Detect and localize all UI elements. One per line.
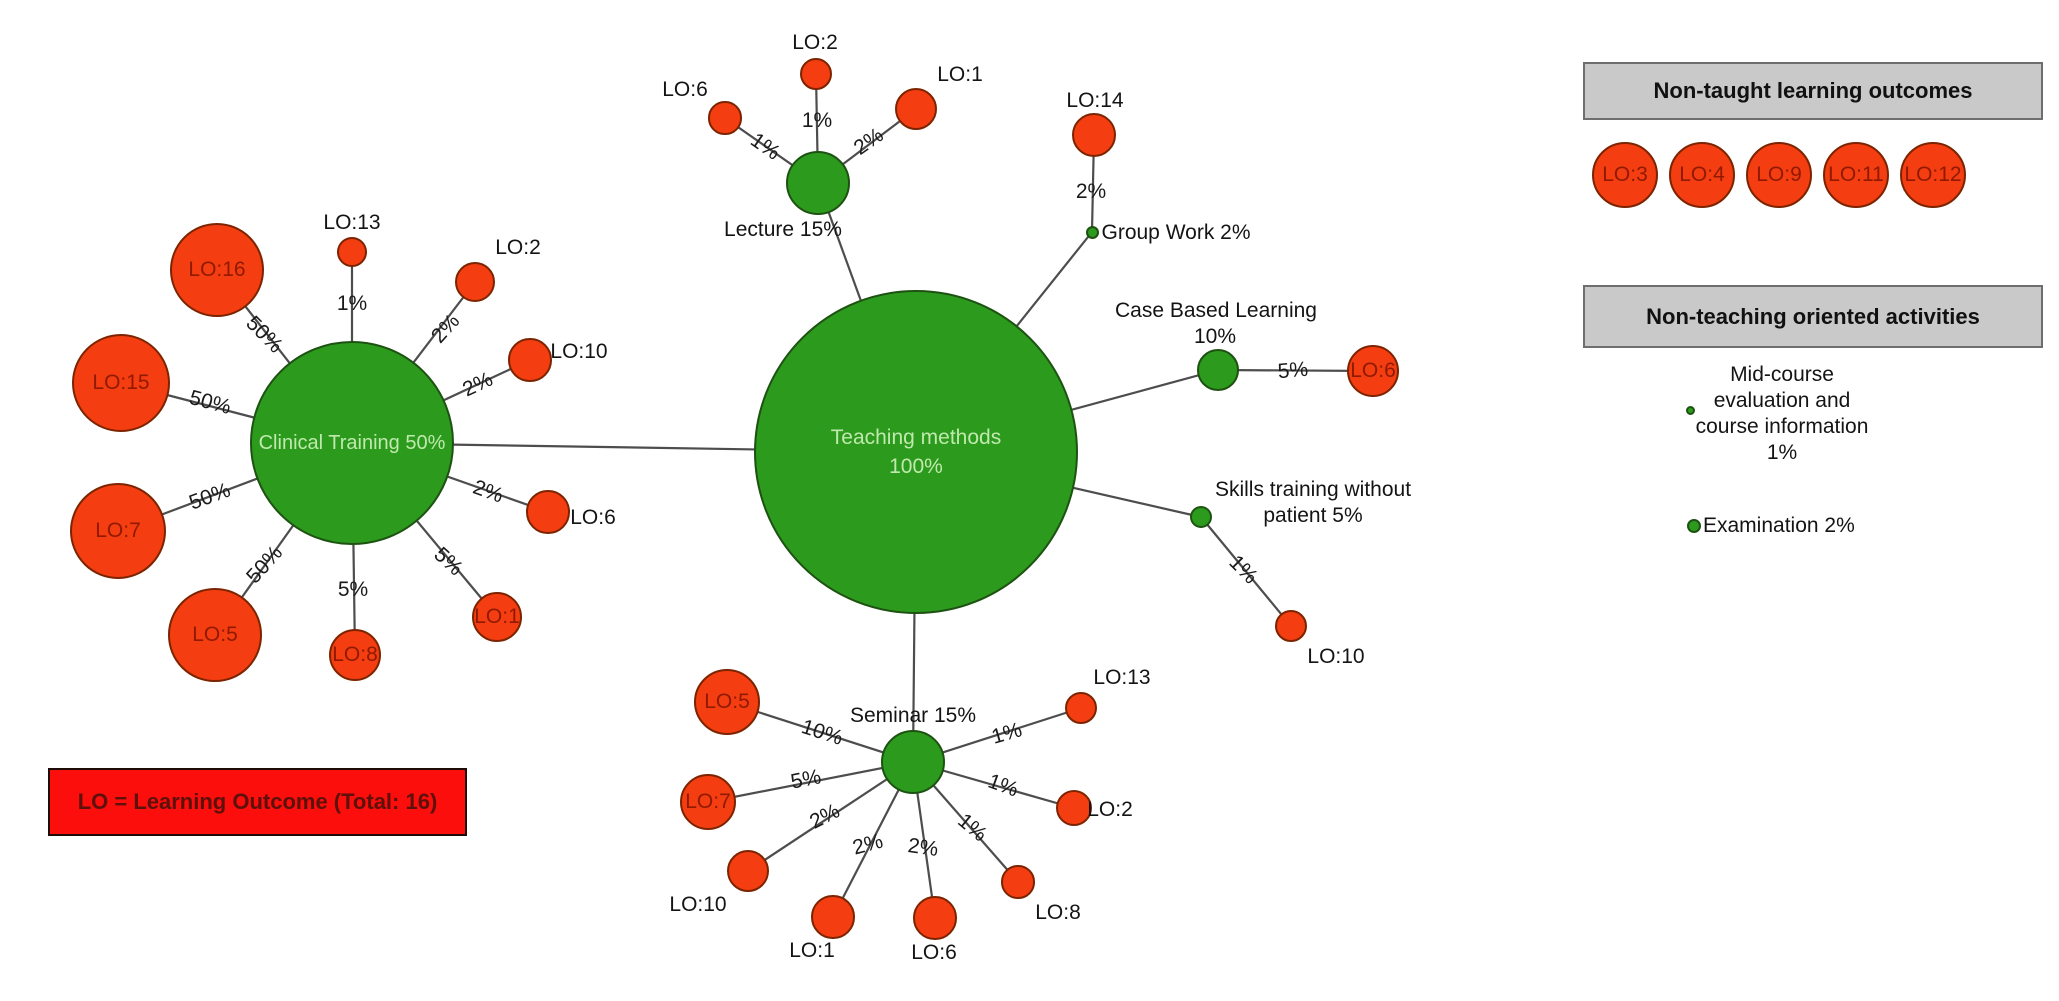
lecture-lo1-node [895,88,937,130]
clinical-lo1-node: LO:1 [472,592,522,642]
clinical-lo16-node: LO:16 [170,223,264,317]
clinical-lo5-node: LO:5 [168,588,262,682]
non-taught-legend-header: Non-taught learning outcomes [1583,62,2043,120]
groupwork-lo14-node [1072,113,1116,157]
teaching-methods-label: Teaching methods 100% [830,426,1002,478]
edge-seminar--seminar-lo10 [747,761,914,872]
clinical-lo1-label: LO:1 [474,605,520,628]
label-lo-10: LO:10 [550,340,608,363]
clinical-lo15-node: LO:15 [72,334,170,432]
label-group-work-2: Group Work 2% [1101,221,1251,244]
label-lo-14: LO:14 [1066,89,1124,112]
skills-training-node [1190,506,1212,528]
label-lo-8: LO:8 [1035,901,1081,924]
seminar-lo7-label: LO:7 [685,790,731,813]
clinical-lo6-node [526,490,570,534]
seminar-lo10-node [727,850,769,892]
label-lo-13: LO:13 [1093,666,1151,689]
seminar-lo7-node: LO:7 [680,774,736,830]
clinical-lo5-label: LO:5 [192,622,238,646]
clinical-training-node: Clinical Training 50% [250,341,454,545]
lecture-lo6-node [708,101,742,135]
footnote-box: LO = Learning Outcome (Total: 16) [48,768,467,836]
label-lo-6: LO:6 [662,78,708,101]
label-patient-5: patient 5% [1263,504,1363,527]
seminar-lo6-node [913,896,957,940]
edge-label-4-5: 5% [1276,357,1310,384]
label-lo-1: LO:1 [937,63,983,86]
lecture-lo2-node [800,58,832,90]
seminar-lo5-node: LO:5 [694,669,760,735]
clinical-lo10-node [508,338,552,382]
label-lo-10: LO:10 [669,893,727,916]
seminar-lo1-node [811,895,855,939]
seminar-lo8-node [1001,865,1035,899]
legend-outcome-lo3: LO:3 [1592,142,1658,208]
clinical-lo13-node [337,237,367,267]
mid-course-dot [1686,406,1695,415]
non-taught-outcomes-row: LO:3 LO:4 LO:9 LO:11 LO:12 [1592,142,1966,208]
skills-lo10-node [1275,610,1307,642]
label-lo-10: LO:10 [1307,645,1365,668]
label-lo-6: LO:6 [570,506,616,529]
seminar-lo2-node [1056,790,1092,826]
lecture-node [786,151,850,215]
edge-skills-training--skills-lo10 [1200,516,1292,627]
edge-label-14-5: 5% [337,578,369,601]
non-taught-legend-title: Non-taught learning outcomes [1653,78,1973,103]
label-lo-2: LO:2 [792,31,838,54]
examination-activity-label: Examination 2% [1703,514,1855,537]
legend-outcome-lo12-label: LO:12 [1904,163,1962,186]
clinical-training-label: Clinical Training 50% [258,431,446,454]
clinical-lo7-label: LO:7 [95,519,141,542]
legend-outcome-lo9-label: LO:9 [1756,163,1802,186]
label-lo-2: LO:2 [495,236,541,259]
case-based-learning-node [1197,349,1239,391]
label-lo-2: LO:2 [1087,798,1133,821]
clinical-lo2-node [455,262,495,302]
seminar-lo5-label: LO:5 [704,690,750,713]
non-teaching-legend-header: Non-teaching oriented activities [1583,285,2043,348]
case-lo6-label: LO:6 [1350,359,1396,382]
non-teaching-legend-title: Non-teaching oriented activities [1646,303,1980,329]
mid-course-activity-label: Mid-course evaluation and course informa… [1695,363,1869,464]
examination-dot [1687,519,1701,533]
case-lo6-node: LO:6 [1347,345,1399,397]
clinical-lo8-label: LO:8 [332,643,378,666]
legend-outcome-lo11-label: LO:11 [1828,163,1884,186]
seminar-lo13-node [1065,692,1097,724]
label-skills-training-without: Skills training without [1214,478,1412,501]
label-lo-1: LO:1 [789,939,835,962]
clinical-lo16-label: LO:16 [188,258,246,281]
label-case-based-learning: Case Based Learning [1115,299,1317,322]
edge-label-20-2: 2% [906,834,940,862]
label-10: 10% [1193,325,1237,348]
edge-label-1-1: 1% [801,109,833,132]
label-lecture-15: Lecture 15% [724,218,842,241]
label-seminar-15: Seminar 15% [849,704,977,727]
edge-seminar--seminar-lo7 [707,760,914,804]
clinical-lo7-node: LO:7 [70,483,166,579]
legend-outcome-lo12: LO:12 [1900,142,1966,208]
label-lo-13: LO:13 [323,211,381,234]
legend-outcome-lo11: LO:11 [1823,142,1889,208]
edge-label-7-1: 1% [336,292,368,315]
group-work-node [1085,225,1099,239]
legend-outcome-lo3-label: LO:3 [1602,163,1648,186]
clinical-lo15-label: LO:15 [92,371,150,394]
legend-outcome-lo9: LO:9 [1746,142,1812,208]
legend-outcome-lo4: LO:4 [1669,142,1735,208]
legend-outcome-lo4-label: LO:4 [1679,163,1725,186]
teaching-methods-node: Teaching methods 100% [754,290,1078,614]
edge-label-3-2: 2% [1075,180,1107,203]
label-lo-6: LO:6 [911,941,957,964]
footnote-text: LO = Learning Outcome (Total: 16) [77,789,438,814]
seminar-node [881,730,945,794]
clinical-lo8-node: LO:8 [329,629,381,681]
